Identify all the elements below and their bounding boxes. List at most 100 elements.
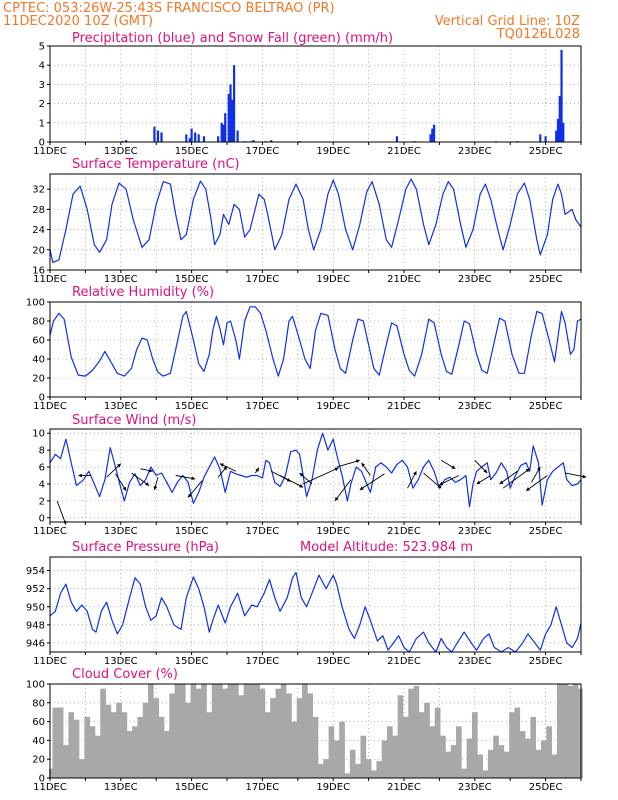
pres-xtick-label: 19DEC [316,656,350,667]
wind-direction-arrow [531,466,541,483]
temp-xtick-label: 21DEC [387,274,421,285]
rh-ytick-label: 80 [32,317,45,328]
cloud-cloud_cover-bar [48,768,55,778]
wind-xtick-label: 25DEC [529,526,563,537]
pres-xtick-label: 11DEC [33,656,67,667]
precip-precipitation-bar [432,124,436,142]
cloud-cloud_cover-bar [291,721,298,778]
wind-direction-arrow [254,467,260,474]
wind-direction-arrow [502,468,530,489]
cloud-cloud_cover-bar [546,726,552,778]
pres-xtick-label: 17DEC [246,656,280,667]
temp-xtick-label: 19DEC [316,274,350,285]
cloud-cloud_cover-bar [126,731,133,778]
cloud-ytick-label: 20 [32,755,45,766]
rh-humidity-line [49,306,582,377]
cloud-cloud_cover-bar [328,726,335,778]
temp-xtick-label: 15DEC [175,274,209,285]
cloud-cloud_cover-bar [408,688,414,778]
cloud-cloud_cover-bar [514,707,521,778]
cloud-cloud_cover-bar [211,684,218,778]
precip-precipitation-bar [395,136,399,142]
cloud-cloud_cover-bar [275,688,282,778]
precip-precipitation-bar [160,132,163,142]
cloud-ytick-label: 100 [26,680,45,691]
cloud-cloud_cover-bar [503,751,510,778]
precip-ytick-label: 5 [39,42,45,53]
precip-precipitation-bar [231,99,234,142]
cloud-ytick-label: 0 [39,774,45,785]
precip-precipitation-bar [229,84,232,142]
wind-direction-arrow [439,475,460,486]
temp-frame [49,173,582,271]
header-station: CPTEC: 053:26W-25:43S FRANCISCO BELTRAO … [3,1,335,16]
wind-xtick-label: 17DEC [246,526,280,537]
wind-direction-arrow [336,459,360,468]
cloud-cloud_cover-bar [259,688,266,778]
cloud-cloud_cover-bar [243,684,250,778]
cloud-cloud_cover-bar [158,716,165,778]
rh-ytick-label: 40 [32,355,45,366]
cloud-cloud_cover-bar [163,731,170,778]
cloud-xtick-label: 15DEC [175,782,209,793]
cloud-cloud_cover-bar [63,745,69,778]
cloud-cloud_cover-bar [52,707,59,778]
precip-precipitation-bar [544,136,547,142]
cloud-cloud_cover-bar [174,684,181,778]
wind-direction-arrow [140,468,153,473]
wind-wind_speed-line [49,432,582,508]
cloud-cloud_cover-bar [79,759,85,778]
cloud-cloud_cover-bar [105,704,112,778]
wind-direction-arrow [279,475,304,488]
cloud-cloud_cover-bar [317,763,324,778]
cloud-cloud_cover-bar [312,716,319,778]
cloud-cloud_cover-bar [185,702,191,778]
precip-precipitation-bar [217,136,220,142]
cloud-cloud_cover-bar [89,726,96,778]
cloud-cloud_cover-bar [73,719,80,778]
cloud-cloud_cover-bar [509,712,515,778]
rh-xtick-label: 25DEC [529,401,563,412]
cloud-cloud_cover-bar [556,684,563,778]
cloud-cloud_cover-bar [227,684,234,778]
wind-xtick-label: 11DEC [33,526,67,537]
wind-direction-arrow [175,475,196,481]
cloud-cloud_cover-bar [471,712,478,778]
precip-precipitation-bar [555,130,558,142]
cloud-cloud_cover-bar [238,695,244,778]
cloud-cloud_cover-bar [270,698,276,778]
cloud-ytick-label: 40 [32,736,45,747]
rh-xtick-label: 15DEC [175,401,209,412]
cloud-xtick-label: 19DEC [316,782,350,793]
panel-cloud: Cloud Cover (%) 0 20 40 60 80 100 11DEC 13DEC 15… [26,667,583,793]
cloud-xtick-label: 13DEC [104,782,138,793]
cloud-cloud_cover-bar [323,759,329,778]
pres-xtick-label: 25DEC [529,656,563,667]
wind-xtick-label: 13DEC [104,526,138,537]
rh-xtick-label: 23DEC [458,401,492,412]
wind-ytick-label: 4 [39,479,45,490]
cloud-cloud_cover-bar [302,684,308,778]
cloud-cloud_cover-bar [190,684,197,778]
pres-pressure-line [49,571,582,653]
cloud-cloud_cover-bar [493,735,499,778]
precip-precipitation-bar [429,134,432,142]
temp-ytick-label: 28 [32,205,45,216]
cloud-cloud_cover-bar [344,773,351,778]
panel-precip: Precipitation (blue) and Snow Fall (gree… [33,31,582,157]
precip-xtick-label: 17DEC [246,146,280,157]
temp-ytick-label: 16 [32,266,45,277]
wind-direction-arrow [474,459,488,474]
precip-ytick-label: 3 [39,80,45,91]
precip-precipitation-bar [188,138,191,142]
precip-precipitation-bar [153,126,156,142]
wind-direction-arrow [361,462,371,476]
cloud-cloud_cover-bar [110,712,117,778]
cloud-xtick-label: 17DEC [246,782,280,793]
cloud-cloud_cover-bar [413,685,420,778]
cloud-xtick-label: 21DEC [387,782,421,793]
cloud-xtick-label: 23DEC [458,782,492,793]
wind-direction-arrow [299,472,313,485]
temp-xtick-label: 17DEC [246,274,280,285]
cloud-cloud_cover-bar [142,702,149,778]
